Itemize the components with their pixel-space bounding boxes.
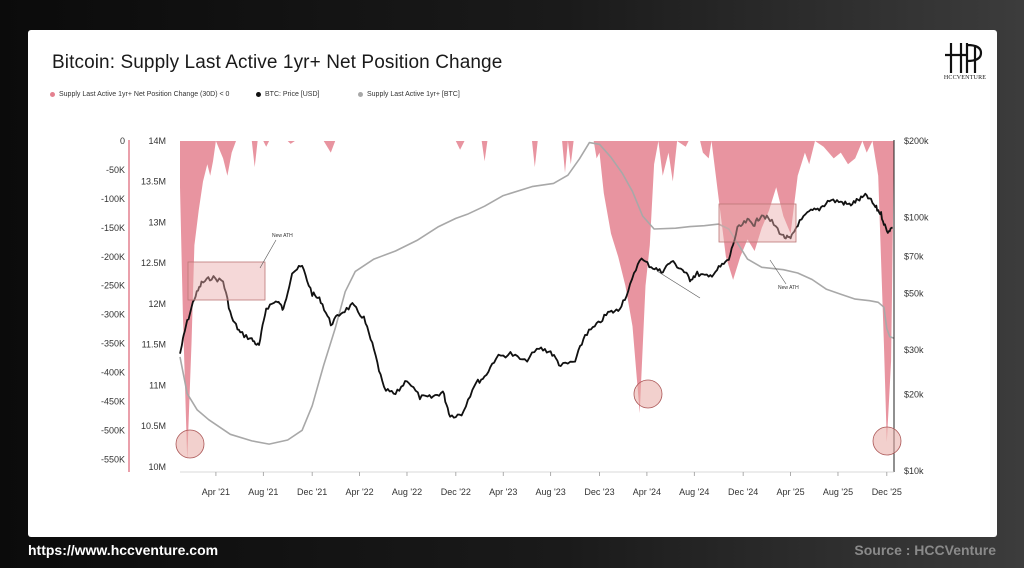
bottom-circle-2021 [175, 429, 205, 459]
footer-website-url[interactable]: https://www.hccventure.com [28, 542, 219, 558]
legend-swatch-pink [50, 92, 55, 97]
x-tick-14: Dec '25 [872, 487, 902, 497]
y-tick-supply-4: 12M [148, 299, 166, 309]
y-tick-price-0: $200k [904, 136, 929, 146]
y-tick-net-5: -250K [101, 281, 125, 291]
x-tick-4: Aug '22 [392, 487, 422, 497]
y-tick-price-2: $70k [904, 252, 924, 262]
y-tick-price-1: $100k [904, 212, 929, 222]
chart-title: Bitcoin: Supply Last Active 1yr+ Net Pos… [52, 52, 503, 73]
legend-swatch-gray [358, 92, 363, 97]
x-tick-11: Dec '24 [728, 487, 758, 497]
ath-box-2024 [718, 203, 797, 243]
y-tick-net-8: -400K [101, 368, 125, 378]
x-tick-3: Apr '22 [345, 487, 373, 497]
chart-card: Bitcoin: Supply Last Active 1yr+ Net Pos… [28, 30, 997, 537]
supply-line [179, 141, 895, 445]
y-tick-price-3: $50k [904, 289, 924, 299]
legend-item-supply: Supply Last Active 1yr+ [BTC] [358, 91, 460, 98]
y-tick-net-9: -450K [101, 397, 125, 407]
legend-label-net-position-change: Supply Last Active 1yr+ Net Position Cha… [59, 91, 230, 98]
x-tick-6: Apr '23 [489, 487, 517, 497]
y-tick-net-7: -350K [101, 339, 125, 349]
annotation-leader-3 [656, 270, 701, 299]
legend-swatch-black [256, 92, 261, 97]
legend-item-btc-price: BTC: Price [USD] [256, 91, 319, 98]
y-tick-net-3: -150K [101, 223, 125, 233]
y-tick-net-1: -50K [106, 165, 125, 175]
y-tick-net-6: -300K [101, 310, 125, 320]
y-tick-price-6: $10k [904, 466, 924, 476]
legend-label-btc-price: BTC: Price [USD] [265, 91, 320, 98]
y-tick-supply-7: 10.5M [141, 421, 166, 431]
x-tick-1: Aug '21 [248, 487, 278, 497]
y-tick-supply-5: 11.5M [142, 340, 166, 350]
y-tick-supply-3: 12.5M [141, 258, 166, 268]
y-tick-net-10: -500K [101, 425, 125, 435]
y-tick-net-11: -550K [101, 454, 125, 464]
bottom-circle-2025 [872, 426, 902, 456]
hccventure-logo [945, 43, 983, 73]
footer-source: Source : HCCVenture [854, 542, 996, 558]
x-tick-5: Dec '22 [441, 487, 471, 497]
y-tick-net-0: 0 [120, 136, 125, 146]
y-tick-price-5: $20k [904, 390, 924, 400]
annotation-new-ath-2: New ATH [778, 285, 799, 291]
x-tick-2: Dec '21 [297, 487, 327, 497]
y-tick-supply-0: 14M [148, 136, 166, 146]
logo-wordmark: HCCVENTURE [943, 75, 987, 81]
y-tick-net-2: -100K [101, 194, 125, 204]
annotation-leader-1 [259, 239, 277, 269]
legend-item-net-position-change: Supply Last Active 1yr+ Net Position Cha… [50, 91, 229, 98]
y-tick-supply-2: 13M [148, 217, 166, 227]
btc-price-line [179, 192, 893, 419]
bottom-circle-2024 [633, 379, 663, 409]
x-tick-0: Apr '21 [202, 487, 230, 497]
legend-label-supply: Supply Last Active 1yr+ [BTC] [367, 91, 460, 98]
y-tick-supply-6: 11M [149, 380, 166, 390]
x-tick-13: Aug '25 [823, 487, 853, 497]
x-tick-8: Dec '23 [584, 487, 614, 497]
x-tick-12: Apr '25 [776, 487, 804, 497]
x-tick-7: Aug '23 [536, 487, 566, 497]
ath-box-2021 [187, 261, 266, 301]
y-tick-net-4: -200K [101, 252, 125, 262]
y-tick-price-4: $30k [904, 345, 924, 355]
annotation-leader-2 [769, 259, 787, 285]
annotation-new-ath-1: New ATH [272, 233, 293, 239]
y-tick-supply-8: 10M [148, 462, 166, 472]
y-tick-supply-1: 13.5M [141, 177, 166, 187]
x-tick-9: Apr '24 [633, 487, 661, 497]
x-tick-10: Aug '24 [679, 487, 709, 497]
chart-svg: 0 -50K -100K -150K -200K -250K -300K -350K -400K… [101, 136, 929, 497]
